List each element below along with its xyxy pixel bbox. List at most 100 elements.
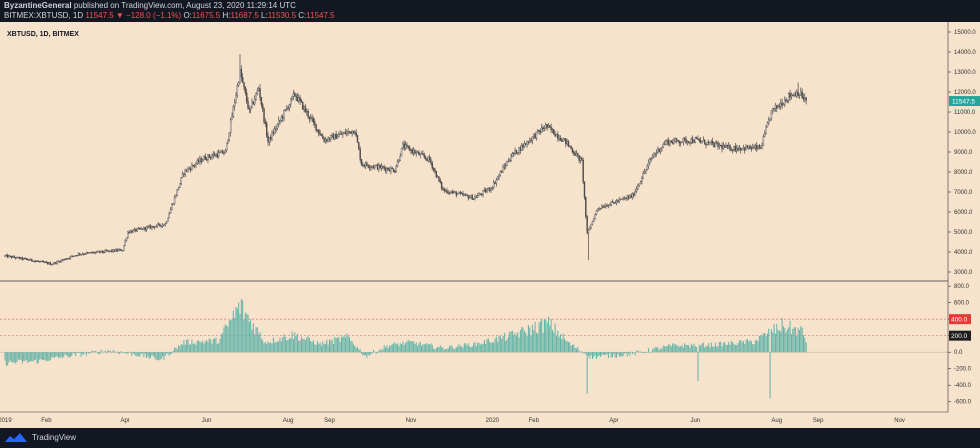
price-tick-label: 3000.0 <box>954 270 973 276</box>
candle <box>440 181 443 191</box>
candle <box>602 204 604 208</box>
candle <box>675 137 678 144</box>
candle <box>172 203 174 206</box>
histogram-bar <box>263 343 265 353</box>
candle <box>49 261 52 265</box>
candle-body <box>175 195 177 198</box>
candle-body <box>263 108 265 123</box>
candle <box>338 131 340 138</box>
histogram-bar <box>741 342 743 353</box>
histogram-bar <box>389 345 391 353</box>
candle-body <box>702 139 705 142</box>
histogram-bar <box>278 340 280 353</box>
candle-body <box>83 253 85 255</box>
candle <box>395 164 397 173</box>
candle <box>188 166 190 171</box>
candle-body <box>208 154 210 158</box>
candle-body <box>432 167 435 170</box>
chart-area[interactable]: 3000.04000.05000.06000.07000.08000.09000… <box>0 22 980 428</box>
candle <box>793 92 795 98</box>
histogram-bar <box>661 348 663 353</box>
candle <box>722 142 725 151</box>
candle <box>303 105 305 113</box>
candle <box>187 166 189 173</box>
candle <box>71 255 73 258</box>
candle <box>683 137 686 142</box>
candle-body <box>597 208 599 211</box>
histogram-bar <box>562 333 564 353</box>
candle-body <box>120 249 122 251</box>
histogram-bar <box>450 345 452 353</box>
candle <box>384 166 387 174</box>
candle <box>550 123 552 134</box>
candle <box>180 177 182 186</box>
histogram-bar <box>481 343 483 353</box>
histogram-bar <box>11 352 13 363</box>
histogram-bar <box>27 352 29 364</box>
histogram-bar <box>653 348 655 353</box>
candle <box>20 256 22 260</box>
candle <box>789 89 791 101</box>
candle-body <box>249 106 252 110</box>
footer-brand[interactable]: TradingView <box>32 433 77 442</box>
candle-body <box>780 102 782 107</box>
histogram-bar <box>163 352 165 360</box>
candle <box>531 136 534 145</box>
candle-body <box>247 100 249 109</box>
candle-body <box>260 97 263 105</box>
candle <box>9 255 12 258</box>
candle <box>565 138 567 148</box>
candle <box>391 166 393 170</box>
histogram-bar <box>187 339 189 353</box>
candle-body <box>284 108 287 111</box>
histogram-bar <box>134 352 136 355</box>
histogram-bar <box>535 332 537 353</box>
candle <box>366 161 368 167</box>
candle-body <box>140 228 142 230</box>
histogram-bar <box>422 344 424 353</box>
candle-body <box>583 181 586 198</box>
price-pane[interactable] <box>4 54 807 266</box>
candle-body <box>217 152 220 157</box>
candle-body <box>738 147 741 151</box>
histogram-bar <box>505 340 507 353</box>
candle-body <box>17 256 20 259</box>
histogram-bar <box>33 352 35 361</box>
candle-body <box>471 195 474 200</box>
candle-body <box>183 173 185 175</box>
indicator-pane[interactable] <box>0 299 948 399</box>
candle-body <box>647 162 650 167</box>
candle <box>523 140 526 149</box>
candle <box>386 166 388 174</box>
candle-body <box>335 133 337 139</box>
histogram-bar <box>167 352 169 354</box>
candle-body <box>45 261 48 264</box>
candle <box>463 193 466 196</box>
histogram-bar <box>757 341 759 353</box>
author-name[interactable]: ByzantineGeneral <box>4 1 72 10</box>
histogram-bar <box>477 342 479 353</box>
candle-body <box>336 136 339 139</box>
histogram-bar <box>415 342 417 353</box>
candle-body <box>387 167 389 171</box>
candle-body <box>697 138 699 140</box>
histogram-bar <box>83 352 85 355</box>
histogram-bar <box>425 344 427 353</box>
histogram-bar <box>657 347 659 353</box>
candle <box>745 144 747 151</box>
candle-body <box>320 134 323 137</box>
histogram-bar <box>366 352 368 358</box>
histogram-bar <box>694 346 696 353</box>
candle-body <box>342 133 344 135</box>
candle-body <box>368 166 371 168</box>
candle <box>459 190 462 196</box>
histogram-bar <box>586 352 588 394</box>
candle <box>781 98 783 109</box>
histogram-bar <box>180 344 182 353</box>
candle <box>702 136 705 142</box>
candle-body <box>43 261 45 263</box>
price-tick-label: 5000.0 <box>954 230 973 236</box>
candle <box>695 136 698 140</box>
candle <box>495 177 498 187</box>
candle <box>113 249 116 252</box>
